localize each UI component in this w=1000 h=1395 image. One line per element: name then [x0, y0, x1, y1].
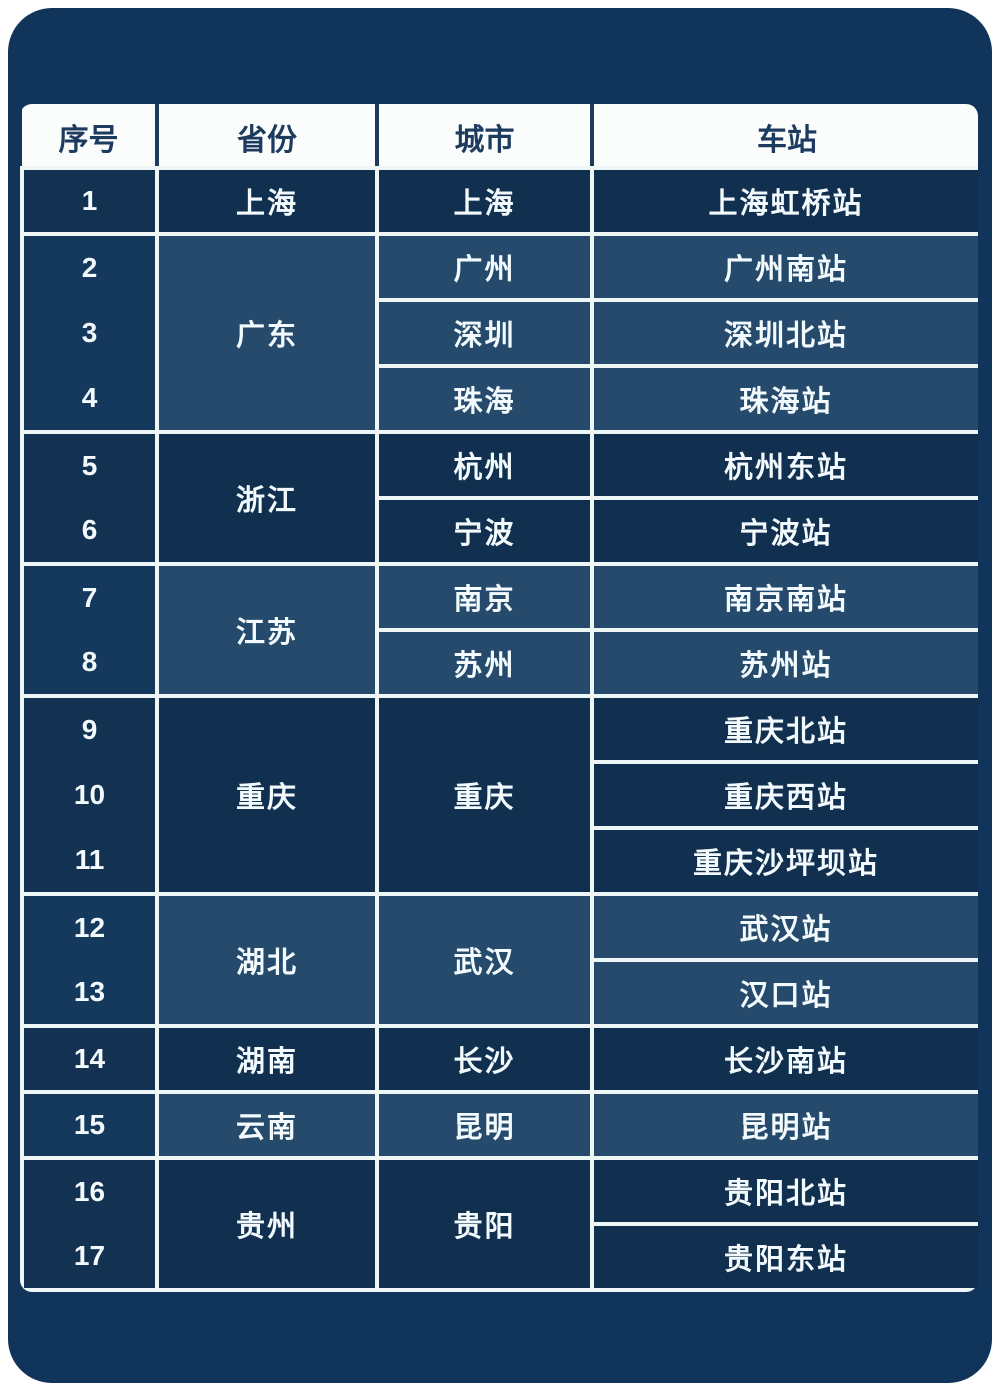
province-cell: 贵州 [155, 1156, 379, 1292]
province-cell: 上海 [155, 166, 379, 236]
station-cell: 珠海站 [590, 364, 978, 434]
city-cell: 武汉 [375, 892, 594, 1028]
seq-cell: 6 [20, 496, 159, 566]
table-row: 3 深圳 深圳北站 [20, 298, 978, 368]
table-row: 1 上海 上海 上海虹桥站 [20, 166, 978, 236]
header-row: 序号 省份 城市 车站 [22, 104, 978, 170]
seq-cell: 7 [20, 562, 159, 630]
station-cell: 汉口站 [590, 958, 978, 1028]
city-cell: 杭州 [375, 430, 594, 500]
seq-cell: 16 [20, 1156, 159, 1224]
city-cell: 贵阳 [375, 1156, 594, 1292]
table-row: 5 浙江 杭州 杭州东站 [20, 430, 978, 566]
city-cell: 长沙 [375, 1024, 594, 1094]
station-cell: 重庆北站 [590, 694, 978, 764]
station-cell: 贵阳北站 [590, 1156, 978, 1226]
station-cell: 苏州站 [590, 628, 978, 698]
table-row: 10 重庆西站 [20, 760, 978, 830]
province-cell: 浙江 [155, 430, 379, 566]
seq-cell: 4 [20, 364, 159, 434]
seq-cell: 15 [20, 1090, 159, 1160]
seq-cell: 9 [20, 694, 159, 762]
station-cell: 宁波站 [590, 496, 978, 566]
station-table: 序号 省份 城市 车站 1 上海 上海 上海虹桥站 2 广东 广 [20, 104, 978, 1292]
table-row: 6 宁波 宁波站 [20, 496, 978, 566]
city-cell: 昆明 [375, 1090, 594, 1160]
seq-cell: 8 [20, 628, 159, 698]
seq-cell: 14 [20, 1024, 159, 1094]
seq-cell: 5 [20, 430, 159, 498]
city-cell: 珠海 [375, 364, 594, 434]
city-cell: 深圳 [375, 298, 594, 368]
table-row: 2 广东 广州 广州南站 [20, 232, 978, 434]
table-row: 7 江苏 南京 南京南站 [20, 562, 978, 698]
table-row: 13 汉口站 [20, 958, 978, 1028]
col-header-station: 车站 [592, 104, 978, 170]
col-header-city: 城市 [377, 104, 594, 170]
col-header-province: 省份 [157, 104, 379, 170]
city-cell: 广州 [375, 232, 594, 302]
station-cell: 长沙南站 [590, 1024, 978, 1094]
seq-cell: 13 [20, 958, 159, 1028]
table-row: 4 珠海 珠海站 [20, 364, 978, 434]
station-cell: 重庆沙坪坝站 [590, 826, 978, 896]
col-header-seq: 序号 [22, 104, 159, 170]
city-cell: 苏州 [375, 628, 594, 698]
station-table-wrapper: 序号 省份 城市 车站 1 上海 上海 上海虹桥站 2 广东 广 [20, 104, 978, 1292]
table-row: 15 云南 昆明 昆明站 [20, 1090, 978, 1160]
seq-cell: 2 [20, 232, 159, 300]
station-cell: 贵阳东站 [590, 1222, 978, 1292]
table-row: 8 苏州 苏州站 [20, 628, 978, 698]
city-cell: 上海 [375, 166, 594, 236]
table-row: 14 湖南 长沙 长沙南站 [20, 1024, 978, 1094]
province-cell: 重庆 [155, 694, 379, 896]
province-cell: 广东 [155, 232, 379, 434]
seq-cell: 12 [20, 892, 159, 960]
table-row: 16 贵州 贵阳 贵阳北站 [20, 1156, 978, 1292]
station-cell: 广州南站 [590, 232, 978, 302]
province-cell: 湖南 [155, 1024, 379, 1094]
station-cell: 重庆西站 [590, 760, 978, 830]
station-cell: 上海虹桥站 [590, 166, 978, 236]
seq-cell: 3 [20, 298, 159, 366]
station-cell: 武汉站 [590, 892, 978, 962]
city-cell: 南京 [375, 562, 594, 632]
table-row: 11 重庆沙坪坝站 [20, 826, 978, 896]
seq-cell: 17 [20, 1222, 159, 1292]
city-cell: 宁波 [375, 496, 594, 566]
province-cell: 江苏 [155, 562, 379, 698]
seq-cell: 11 [20, 826, 159, 896]
station-table-panel: 序号 省份 城市 车站 1 上海 上海 上海虹桥站 2 广东 广 [8, 8, 992, 1383]
station-cell: 杭州东站 [590, 430, 978, 500]
province-cell: 湖北 [155, 892, 379, 1028]
table-row: 17 贵阳东站 [20, 1222, 978, 1292]
station-cell: 昆明站 [590, 1090, 978, 1160]
station-cell: 南京南站 [590, 562, 978, 632]
station-cell: 深圳北站 [590, 298, 978, 368]
table-row: 9 重庆 重庆 重庆北站 [20, 694, 978, 896]
city-cell: 重庆 [375, 694, 594, 896]
table-row: 12 湖北 武汉 武汉站 [20, 892, 978, 1028]
province-cell: 云南 [155, 1090, 379, 1160]
seq-cell: 10 [20, 760, 159, 828]
seq-cell: 1 [20, 166, 159, 236]
